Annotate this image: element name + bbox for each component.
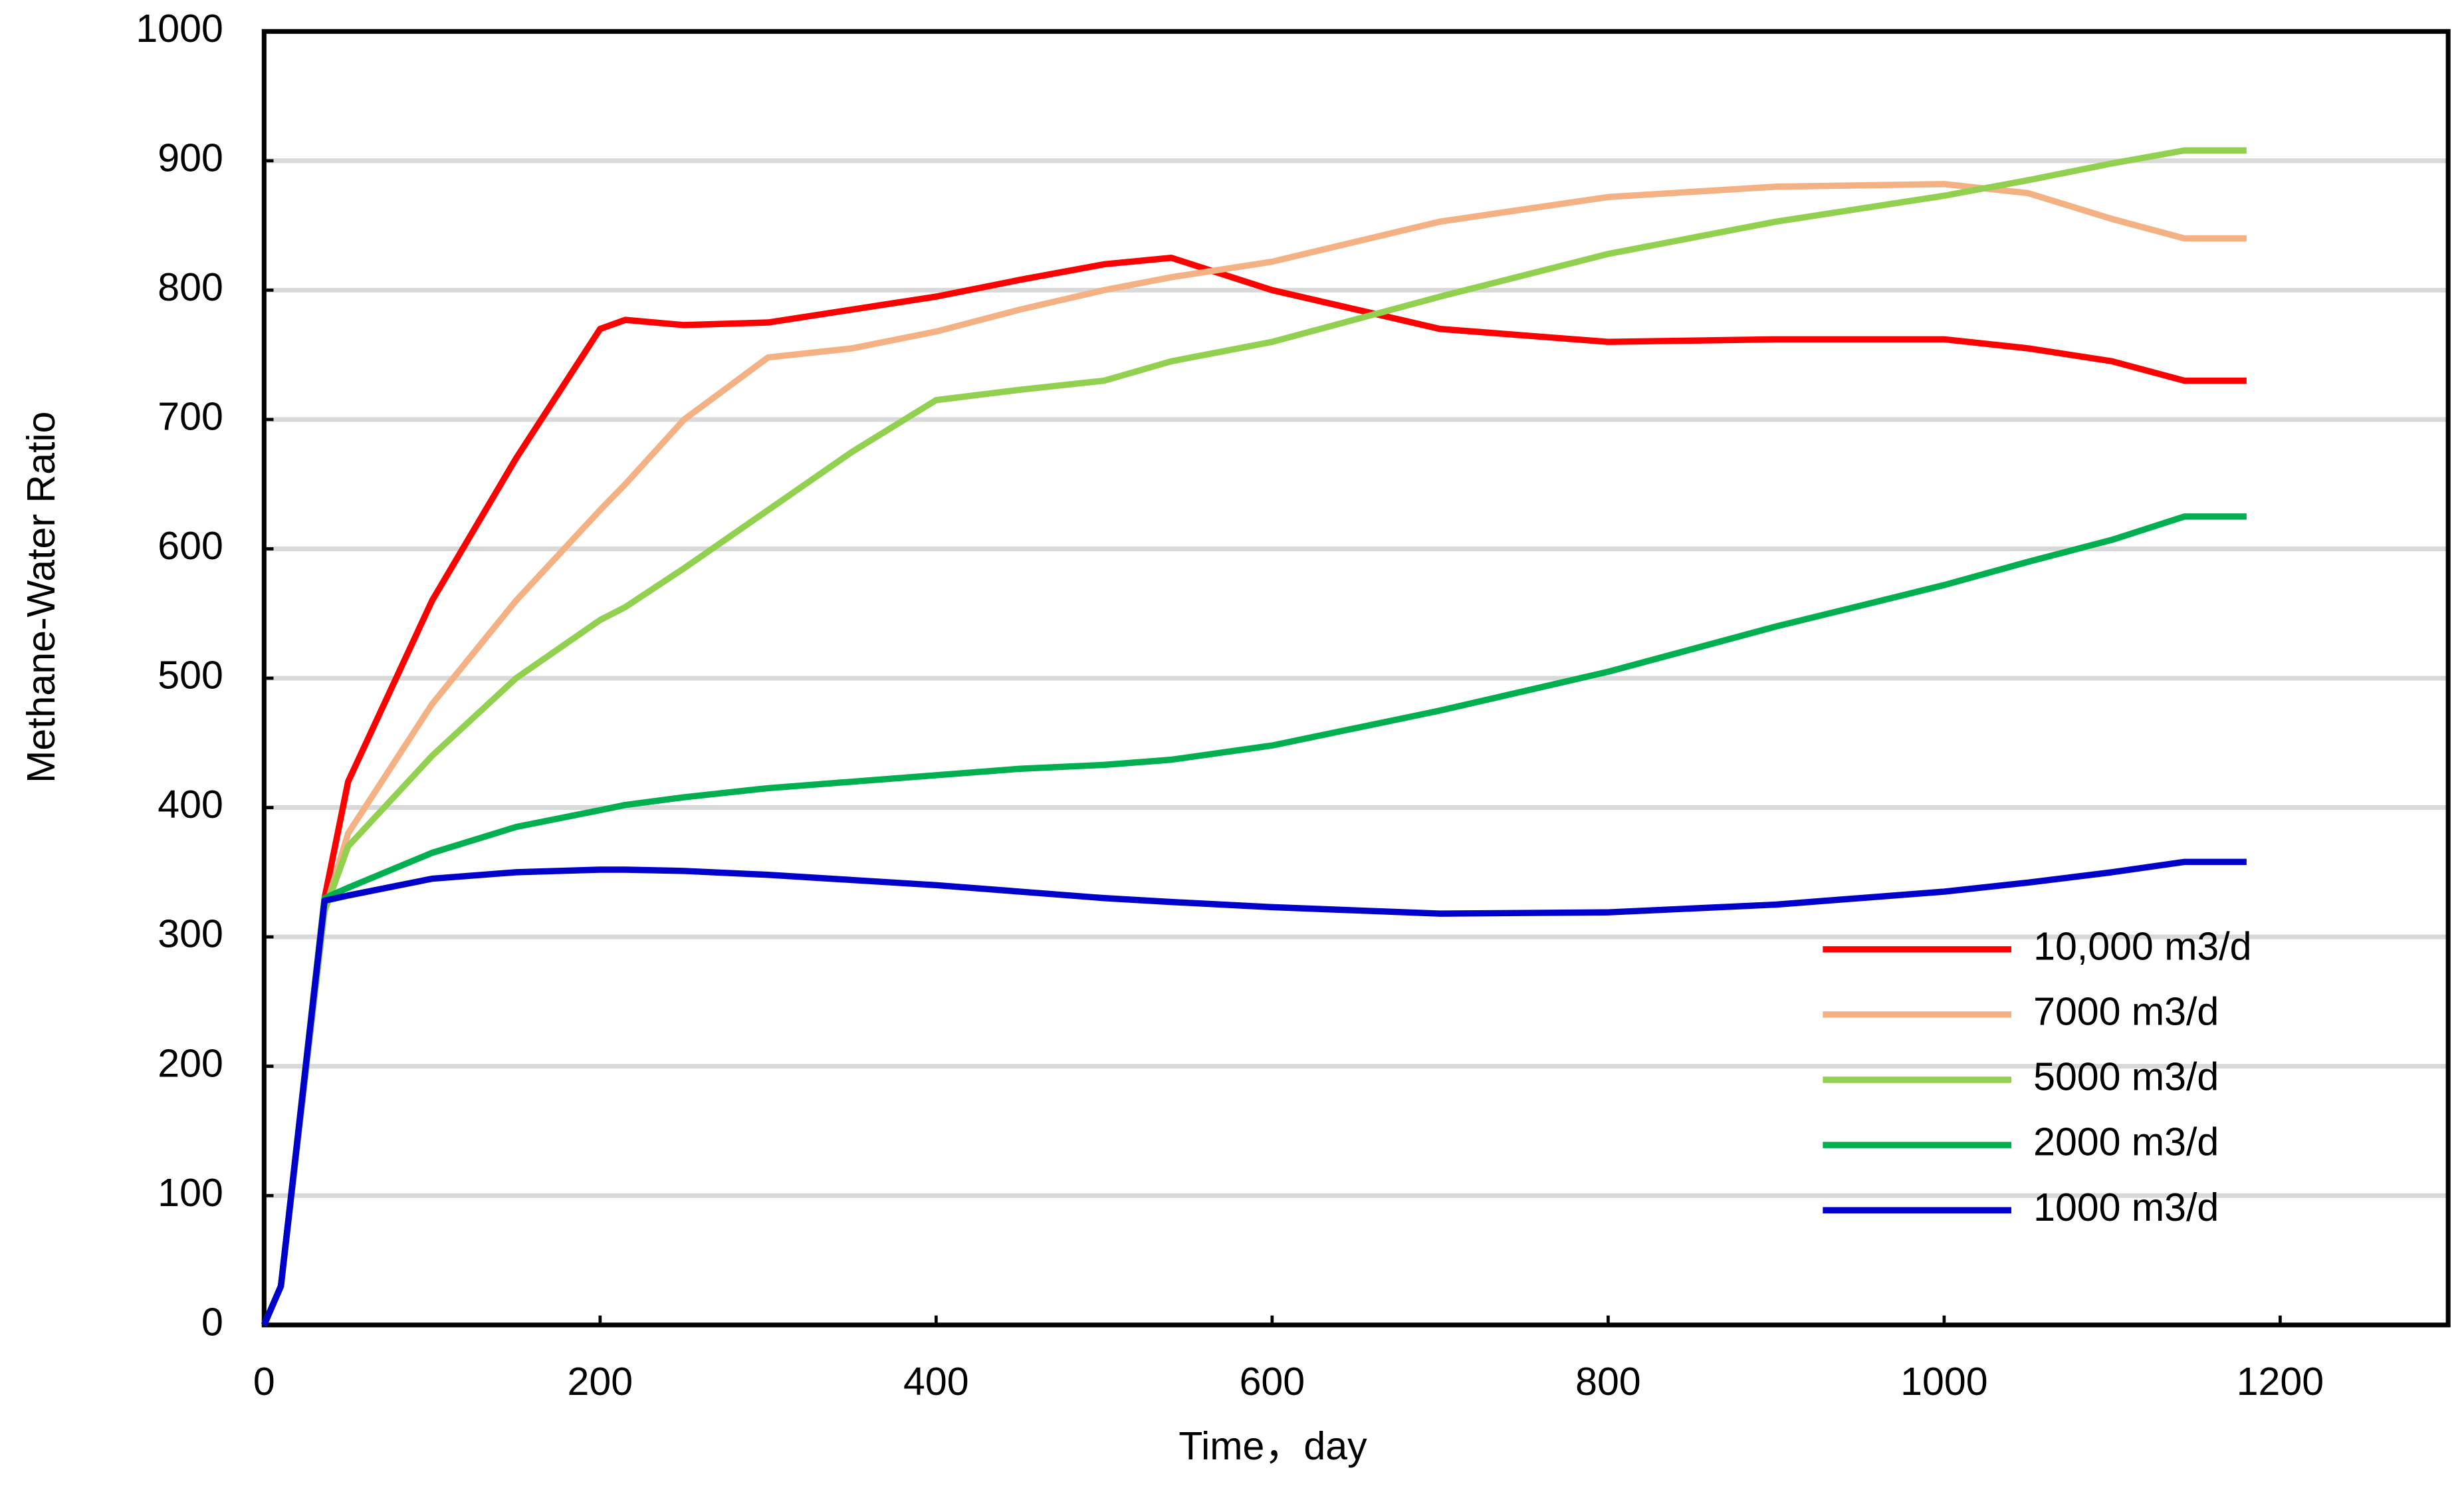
y-tick-label: 600	[158, 524, 223, 568]
y-tick-label: 700	[158, 395, 223, 439]
legend-label: 7000 m3/d	[2033, 990, 2219, 1034]
x-tick-label: 600	[1240, 1360, 1305, 1404]
line-series	[261, 858, 2247, 1326]
legend-label: 1000 m3/d	[2033, 1185, 2219, 1229]
x-axis-label: Time，day	[1178, 1424, 1367, 1468]
x-tick-label: 0	[253, 1360, 275, 1404]
line-series	[261, 147, 2247, 1326]
y-tick-label: 100	[158, 1171, 223, 1215]
x-tick-label: 1200	[2237, 1360, 2324, 1404]
x-tick-label: 400	[903, 1360, 969, 1404]
line-series	[261, 513, 2247, 1326]
x-tick-label: 800	[1575, 1360, 1641, 1404]
y-tick-label: 400	[158, 783, 223, 826]
x-tick-label: 1000	[1900, 1360, 1987, 1404]
plot-frame	[261, 29, 2451, 1328]
y-axis-label: Methane-Water Ratio	[19, 412, 63, 783]
x-tick-label: 200	[568, 1360, 633, 1404]
line-series	[261, 255, 2247, 1326]
y-tick-label: 900	[158, 136, 223, 180]
y-tick-label: 1000	[136, 7, 223, 51]
y-tick-label: 800	[158, 265, 223, 309]
y-tick-label: 500	[158, 654, 223, 697]
y-tick-label: 0	[201, 1300, 223, 1344]
legend-label: 5000 m3/d	[2033, 1055, 2219, 1099]
legend-label: 10,000 m3/d	[2033, 924, 2251, 968]
y-tick-label: 300	[158, 912, 223, 956]
y-tick-label: 200	[158, 1041, 223, 1085]
line-series	[261, 181, 2247, 1326]
legend-label: 2000 m3/d	[2033, 1120, 2219, 1164]
